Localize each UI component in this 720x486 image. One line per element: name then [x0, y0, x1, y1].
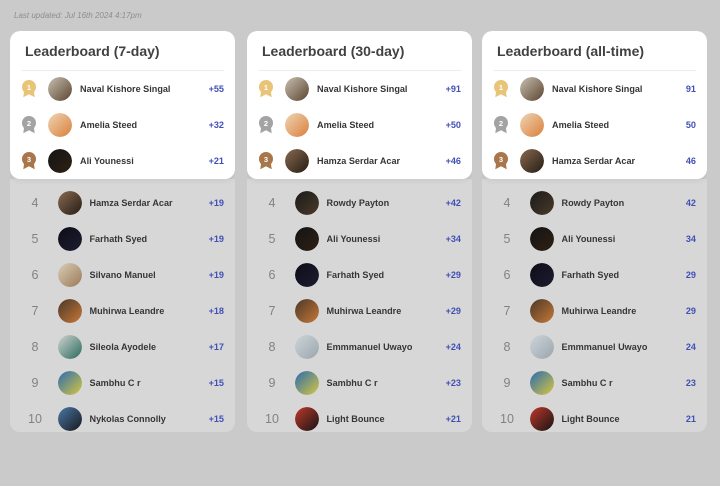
svg-text:1: 1	[26, 82, 30, 91]
svg-text:1: 1	[263, 82, 267, 91]
svg-text:3: 3	[26, 155, 30, 164]
svg-text:1: 1	[498, 82, 502, 91]
svg-text:3: 3	[498, 155, 502, 164]
svg-text:2: 2	[26, 118, 30, 127]
svg-text:2: 2	[263, 118, 267, 127]
svg-text:3: 3	[263, 155, 267, 164]
svg-text:2: 2	[498, 118, 502, 127]
